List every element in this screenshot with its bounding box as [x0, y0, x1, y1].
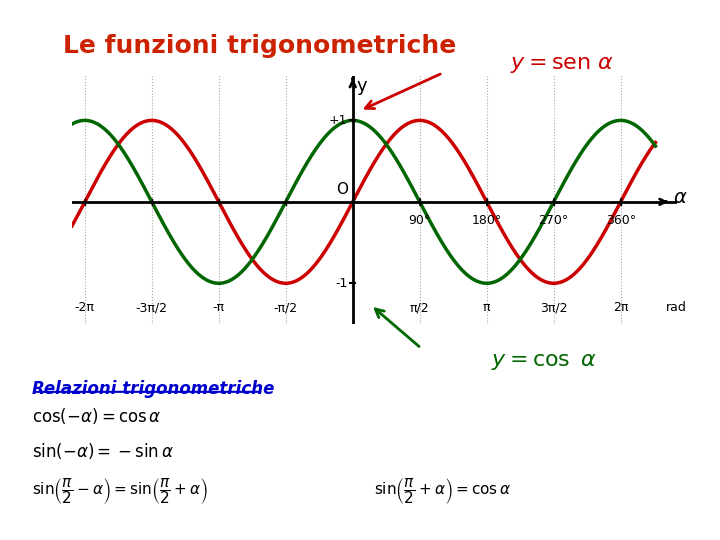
Text: -3π/2: -3π/2: [136, 301, 168, 314]
Text: $y = \cos\ \alpha$: $y = \cos\ \alpha$: [491, 352, 596, 372]
Text: $y = \mathrm{sen}\ \alpha$: $y = \mathrm{sen}\ \alpha$: [510, 55, 613, 75]
Text: 180°: 180°: [472, 214, 502, 227]
Text: π/2: π/2: [410, 301, 430, 314]
Text: Le funzioni trigonometriche: Le funzioni trigonometriche: [63, 34, 456, 58]
Text: $\sin\!\left(\dfrac{\pi}{2} + \alpha\right) = \cos\alpha$: $\sin\!\left(\dfrac{\pi}{2} + \alpha\rig…: [374, 476, 511, 507]
Text: y: y: [357, 77, 368, 95]
Text: 360°: 360°: [606, 214, 636, 227]
Text: $\sin(-\alpha) = -\sin\alpha$: $\sin(-\alpha) = -\sin\alpha$: [32, 441, 174, 461]
Text: -π/2: -π/2: [274, 301, 298, 314]
Text: +1: +1: [329, 114, 348, 127]
Text: $\alpha$: $\alpha$: [673, 188, 688, 207]
Text: 90°: 90°: [408, 214, 431, 227]
Text: -1: -1: [336, 277, 348, 290]
Text: Relazioni trigonometriche: Relazioni trigonometriche: [32, 380, 274, 398]
Text: rad: rad: [666, 301, 687, 314]
Text: 2π: 2π: [613, 301, 629, 314]
Text: 270°: 270°: [539, 214, 569, 227]
Text: O: O: [336, 181, 348, 197]
Text: $\cos(-\alpha) = \cos\alpha$: $\cos(-\alpha) = \cos\alpha$: [32, 406, 161, 426]
Text: 3π/2: 3π/2: [540, 301, 567, 314]
Text: -2π: -2π: [75, 301, 95, 314]
Text: -π: -π: [212, 301, 225, 314]
Text: $\sin\!\left(\dfrac{\pi}{2} - \alpha\right) = \sin\!\left(\dfrac{\pi}{2} + \alph: $\sin\!\left(\dfrac{\pi}{2} - \alpha\rig…: [32, 476, 208, 507]
Text: π: π: [483, 301, 490, 314]
